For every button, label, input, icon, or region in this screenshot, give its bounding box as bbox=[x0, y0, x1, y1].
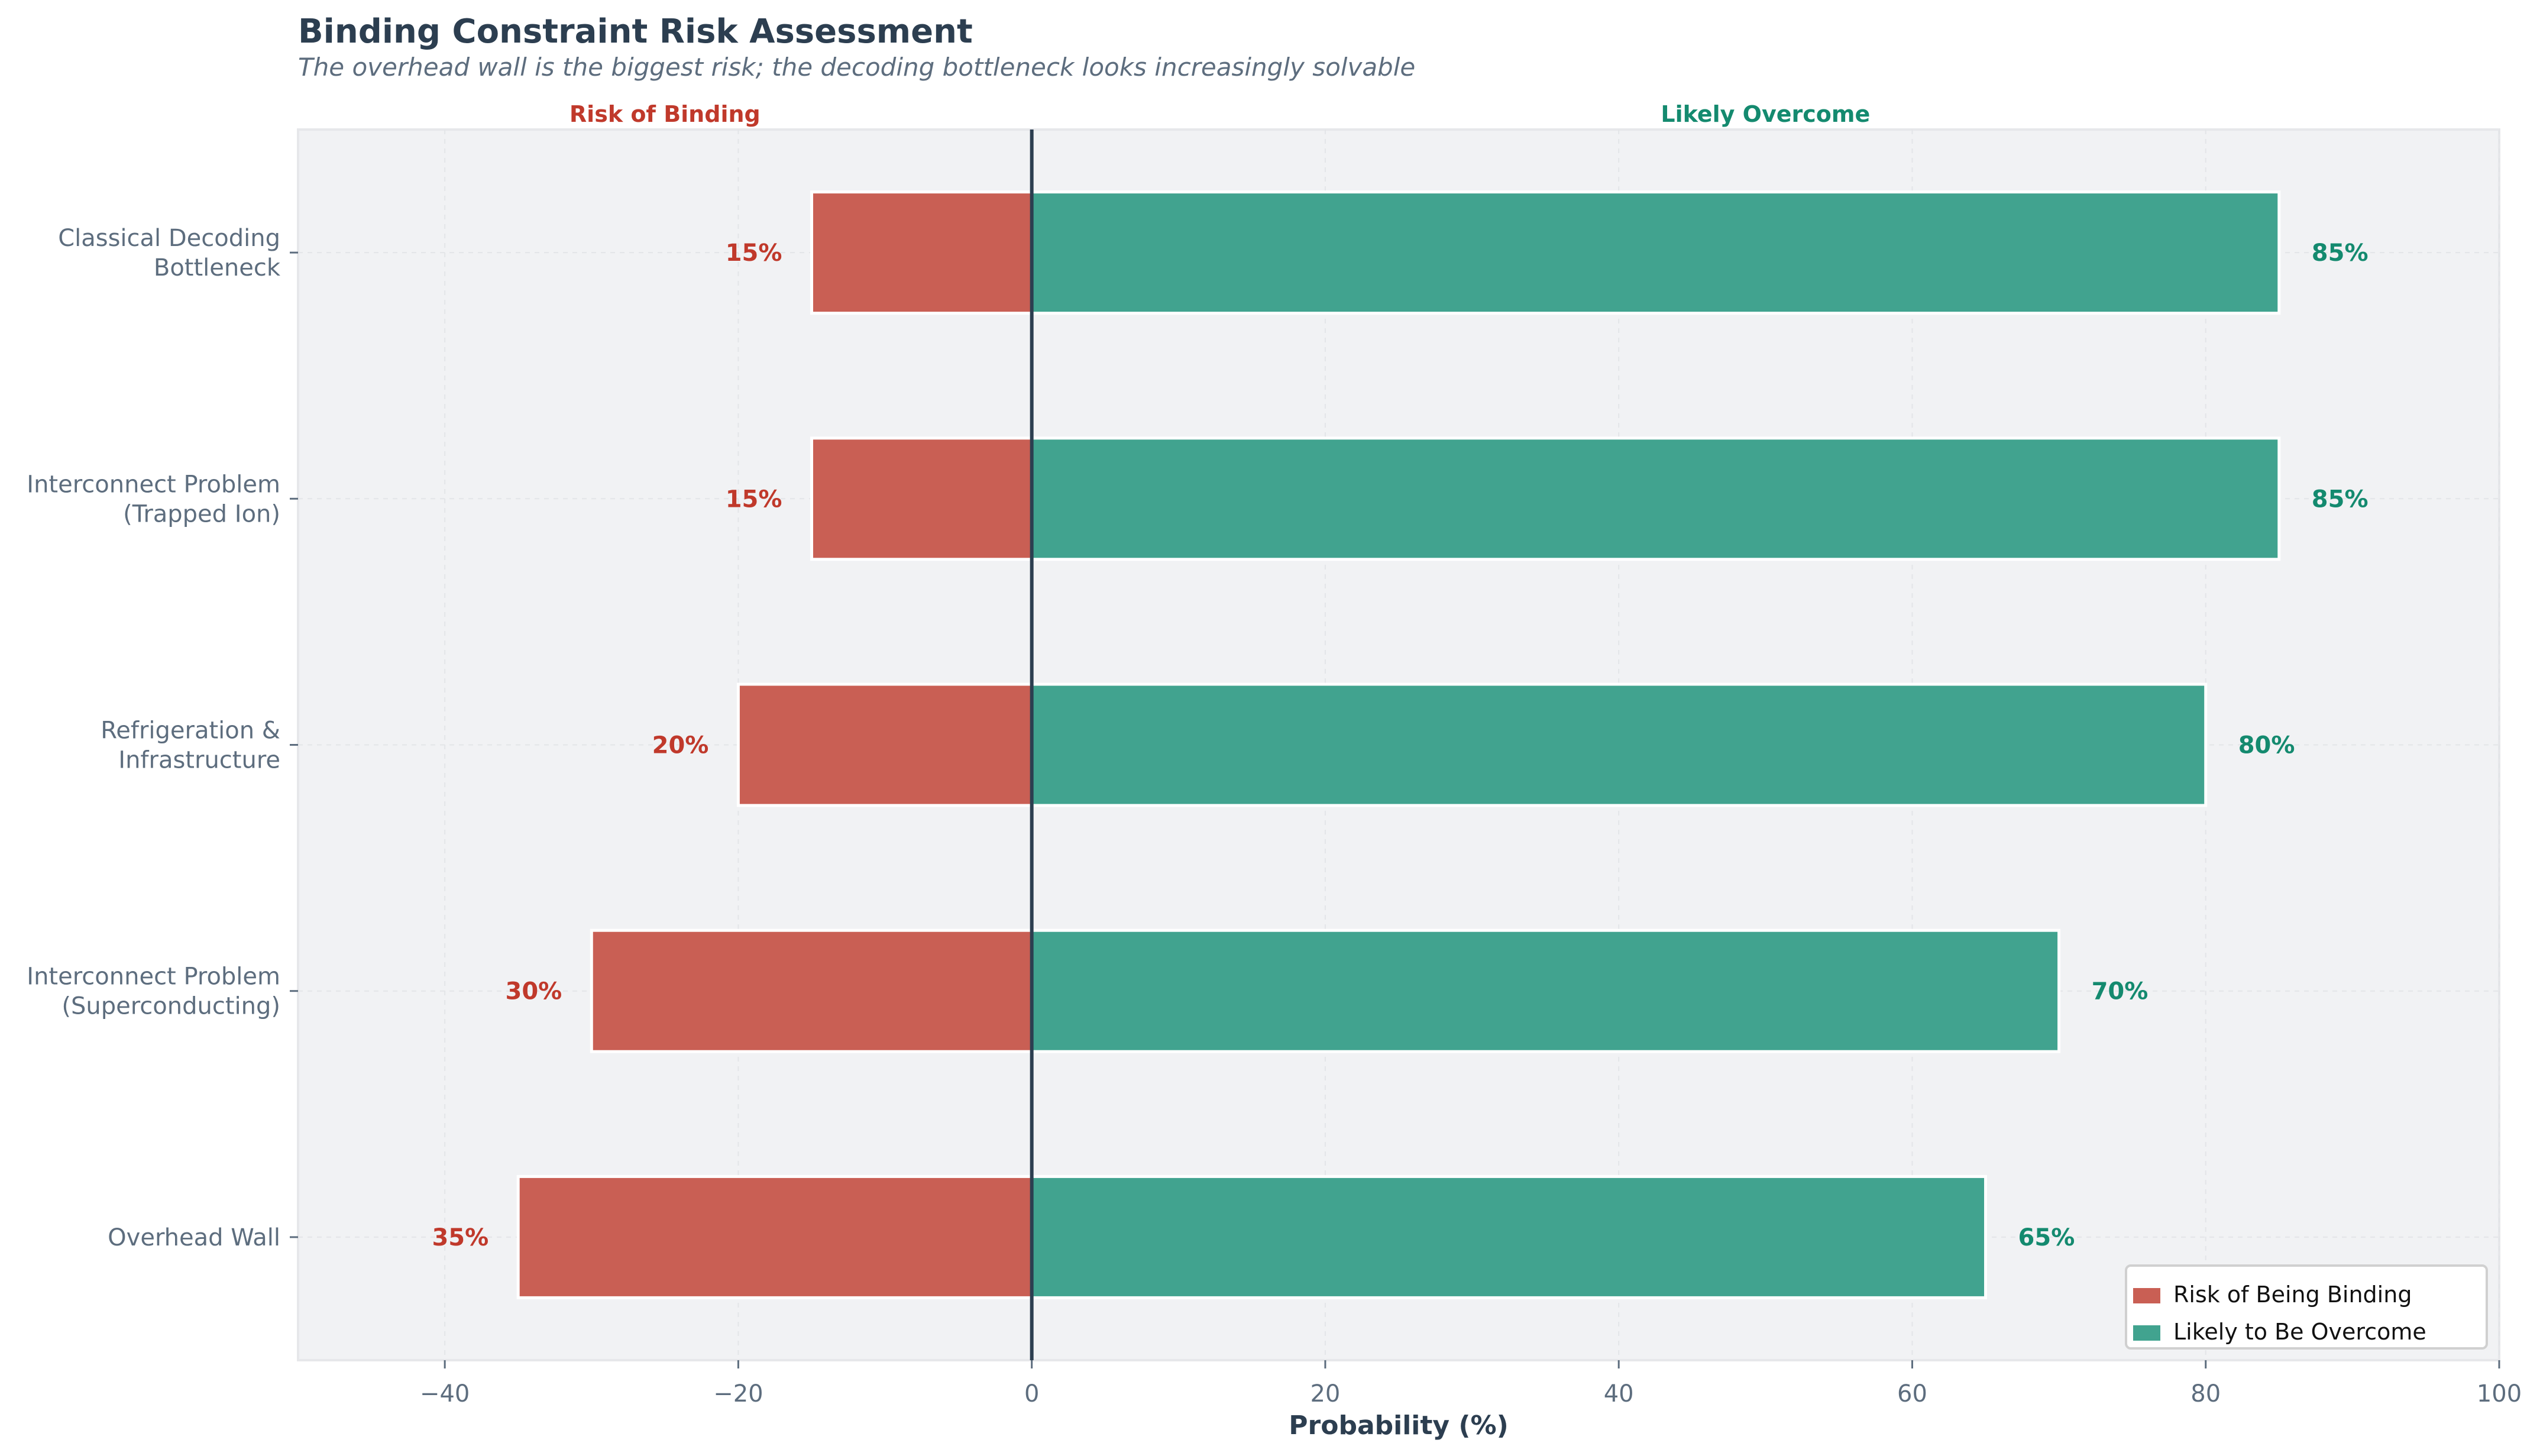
y-tick-label: Interconnect Problem bbox=[27, 963, 280, 991]
y-tick-label: Refrigeration & bbox=[101, 717, 280, 745]
overcome-bar bbox=[1030, 928, 2061, 1053]
y-tick-label: (Superconducting) bbox=[62, 993, 280, 1020]
risk-bar bbox=[810, 436, 1034, 561]
x-tick-label: −20 bbox=[713, 1380, 763, 1408]
risk-value-label: 15% bbox=[726, 486, 782, 513]
legend-swatch bbox=[2133, 1288, 2160, 1303]
risk-bar bbox=[736, 682, 1034, 807]
legend-label: Risk of Being Binding bbox=[2173, 1282, 2412, 1308]
y-tick-label: Overhead Wall bbox=[108, 1224, 280, 1251]
x-tick-label: 40 bbox=[1604, 1380, 1634, 1408]
y-tick-label: (Trapped Ion) bbox=[123, 500, 280, 528]
x-tick-label: −40 bbox=[420, 1380, 470, 1408]
legend-box bbox=[2125, 1264, 2488, 1350]
overcome-value-label: 85% bbox=[2312, 240, 2368, 267]
x-tick-label: 80 bbox=[2190, 1380, 2221, 1408]
right-side-label: Likely Overcome bbox=[1661, 101, 1870, 127]
risk-value-label: 35% bbox=[432, 1224, 488, 1251]
overcome-value-label: 65% bbox=[2018, 1224, 2075, 1251]
x-tick-label: 60 bbox=[1897, 1380, 1927, 1408]
x-tick-label: 20 bbox=[1310, 1380, 1340, 1408]
risk-bar bbox=[590, 928, 1034, 1053]
x-tick-label: 0 bbox=[1024, 1380, 1039, 1408]
risk-value-label: 15% bbox=[726, 240, 782, 267]
legend-swatch bbox=[2133, 1325, 2160, 1341]
y-tick-label: Infrastructure bbox=[118, 747, 280, 774]
legend: Risk of Being Binding Likely to Be Overco… bbox=[2125, 1264, 2488, 1350]
risk-value-label: 20% bbox=[652, 732, 709, 759]
left-side-label: Risk of Binding bbox=[570, 101, 761, 127]
risk-value-label: 30% bbox=[506, 978, 562, 1005]
overcome-value-label: 85% bbox=[2312, 486, 2368, 513]
overcome-bar bbox=[1030, 436, 2281, 561]
x-axis-label: Probability (%) bbox=[1289, 1410, 1508, 1441]
overcome-value-label: 80% bbox=[2238, 732, 2295, 759]
overcome-value-label: 70% bbox=[2092, 978, 2149, 1005]
overcome-bar bbox=[1030, 1174, 1988, 1299]
overcome-bar bbox=[1030, 190, 2281, 315]
x-tick-label: 100 bbox=[2477, 1380, 2522, 1408]
chart-subtitle: The overhead wall is the biggest risk; t… bbox=[298, 53, 1415, 82]
y-tick-label: Classical Decoding bbox=[58, 225, 280, 252]
risk-bar bbox=[810, 190, 1034, 315]
risk-bar bbox=[516, 1174, 1034, 1299]
overcome-bar bbox=[1030, 682, 2208, 807]
legend-label: Likely to Be Overcome bbox=[2173, 1319, 2426, 1345]
y-tick-label: Interconnect Problem bbox=[27, 471, 280, 498]
chart-title: Binding Constraint Risk Assessment bbox=[298, 12, 973, 51]
y-tick-label: Bottleneck bbox=[154, 254, 281, 282]
